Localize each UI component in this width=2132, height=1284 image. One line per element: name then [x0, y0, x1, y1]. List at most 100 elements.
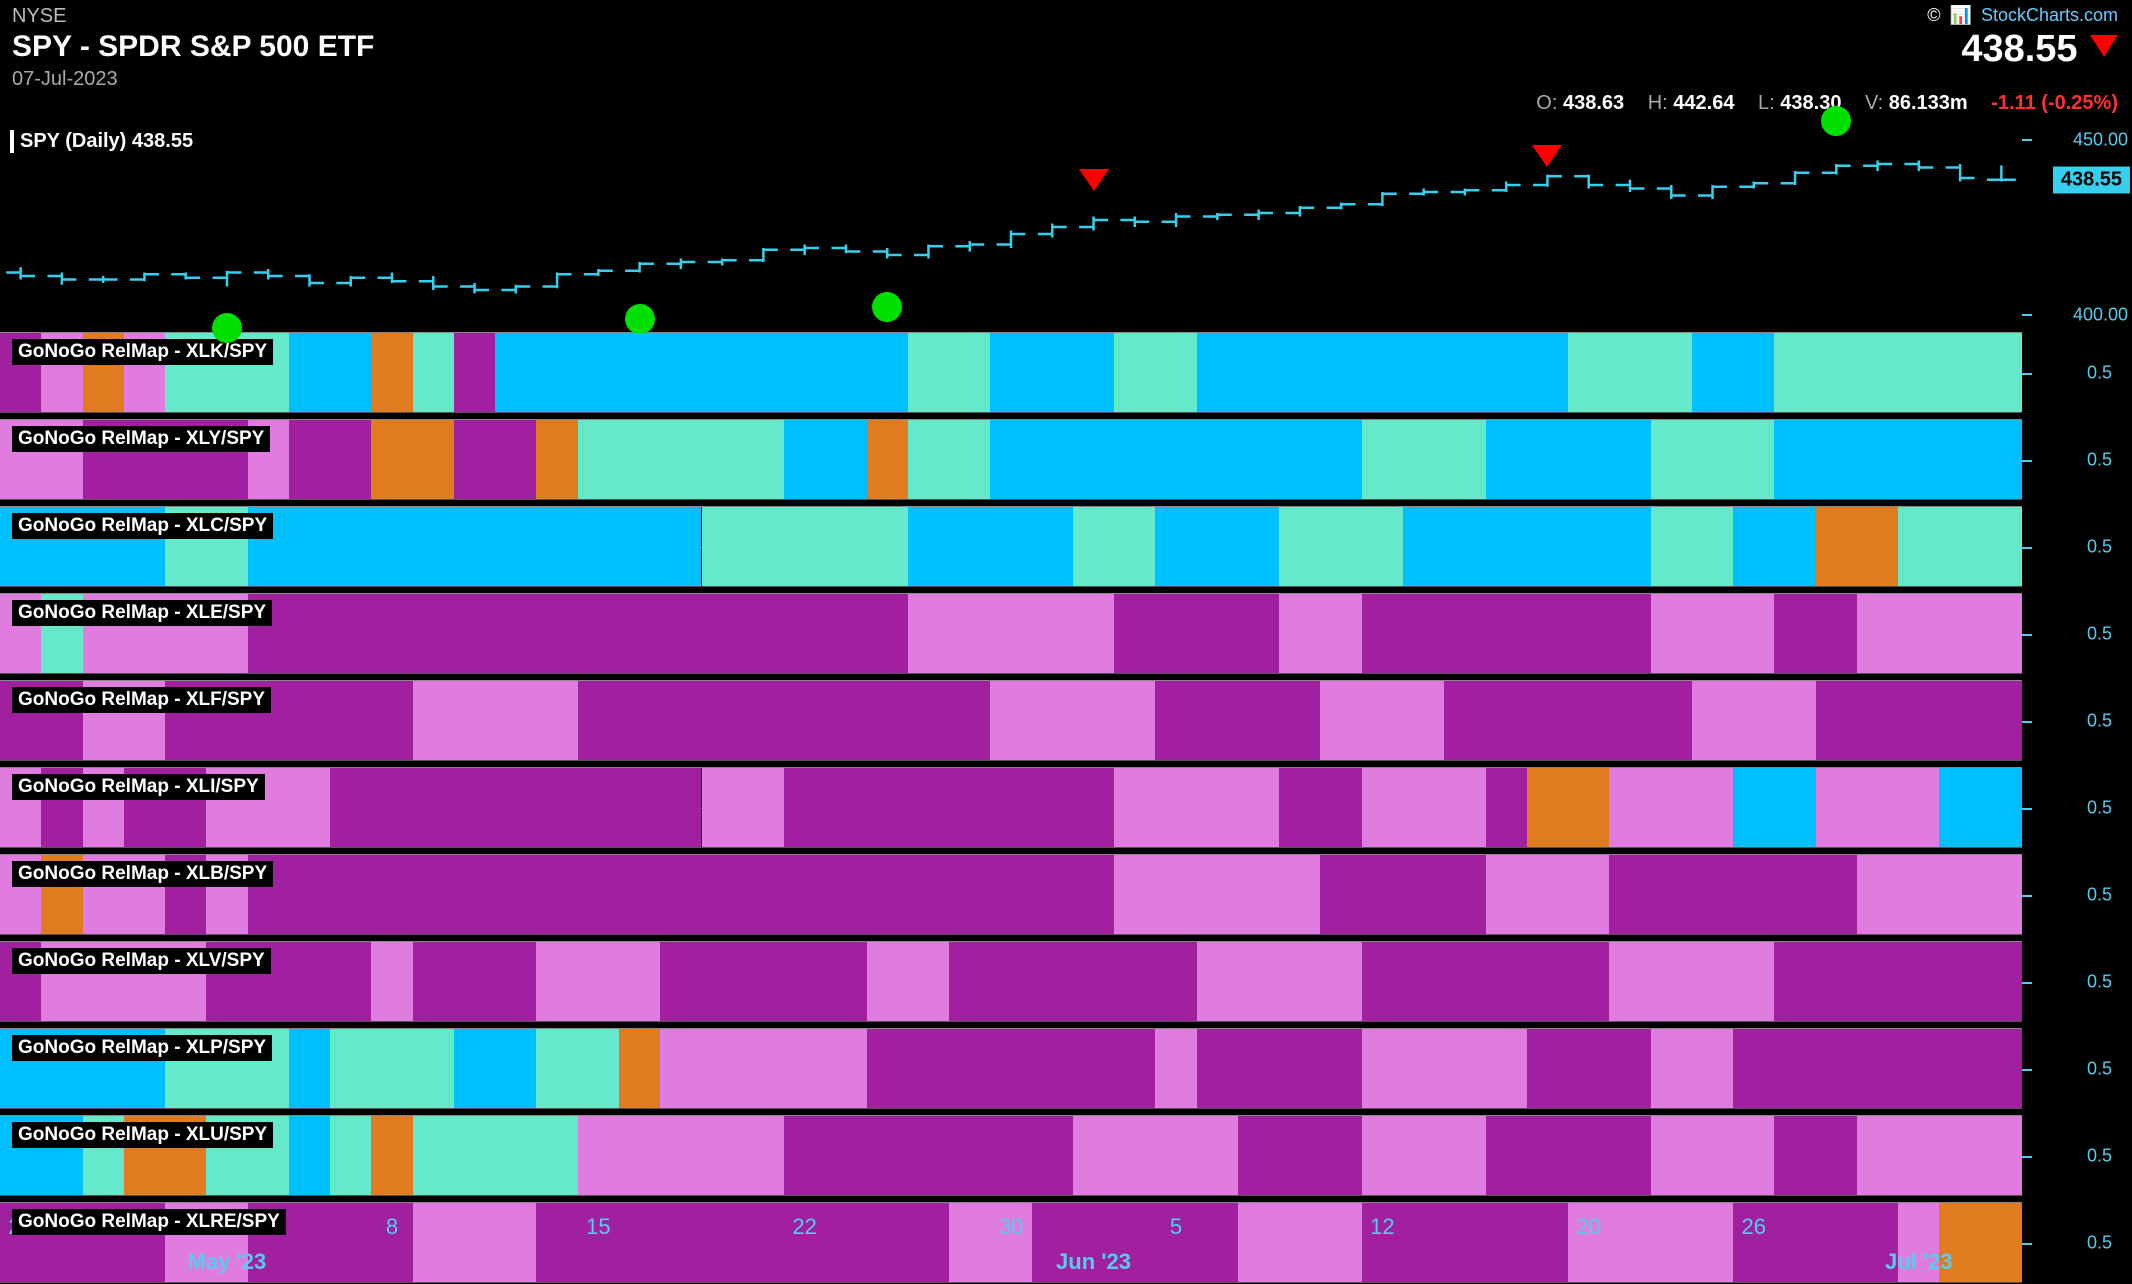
- relmap-label: GoNoGo RelMap - XLP/SPY: [12, 1035, 272, 1061]
- relmap-segment: [949, 942, 1197, 1021]
- relmap-segment: [1692, 681, 1816, 760]
- x-tick-label: 8: [386, 1214, 398, 1240]
- relmap-segment: [1774, 420, 2022, 499]
- x-tick-label: 30: [999, 1214, 1023, 1240]
- relmap-segment: [248, 507, 702, 586]
- relmap-segment: [578, 681, 991, 760]
- relmap-segment: [1857, 1116, 2022, 1195]
- current-price-tag: 438.55: [2053, 166, 2130, 193]
- relmap-segment: [248, 855, 1115, 934]
- relmap-segment: [413, 681, 578, 760]
- relmap-label: GoNoGo RelMap - XLV/SPY: [12, 948, 271, 974]
- relmap-segment: [1609, 855, 1857, 934]
- relmap-segment: [1568, 333, 1692, 412]
- relmap-pane: GoNoGo RelMap - XLV/SPY0.5: [0, 941, 2022, 1022]
- relmap-segment: [289, 420, 372, 499]
- relmap-segment: [784, 420, 867, 499]
- relmap-segment: [867, 420, 908, 499]
- relmap-segment: [1733, 1029, 2022, 1108]
- relmap-segment: [1486, 768, 1527, 847]
- relmap-segment: [1362, 1116, 1486, 1195]
- relmap-segment: [1486, 420, 1651, 499]
- relmap-segment: [1155, 681, 1320, 760]
- relmap-segment: [289, 333, 372, 412]
- relmap-segment: [371, 333, 412, 412]
- relmap-segment: [1403, 507, 1651, 586]
- relmap-segment: [1114, 855, 1320, 934]
- relmap-segment: [660, 1029, 866, 1108]
- relmap-segment: [330, 768, 701, 847]
- chart-plot-area: SPY (Daily) 438.55400.00450.00438.55GoNo…: [0, 0, 2022, 1204]
- relmap-pane: GoNoGo RelMap - XLP/SPY0.5: [0, 1028, 2022, 1109]
- relmap-segment: [619, 1029, 660, 1108]
- relmap-label: GoNoGo RelMap - XLU/SPY: [12, 1122, 273, 1148]
- relmap-ylabel: 0.5: [2087, 449, 2112, 470]
- relmap-label: GoNoGo RelMap - XLK/SPY: [12, 339, 273, 365]
- relmap-segment: [1114, 768, 1279, 847]
- x-tick-label: 5: [1170, 1214, 1182, 1240]
- relmap-segment: [1651, 1029, 1734, 1108]
- relmap-segment: [1774, 942, 2022, 1021]
- relmap-segment: [1279, 768, 1362, 847]
- relmap-segment: [784, 768, 1114, 847]
- relmap-segment: [1155, 1029, 1196, 1108]
- relmap-ylabel: 0.5: [2087, 1232, 2112, 1253]
- relmap-label: GoNoGo RelMap - XLRE/SPY: [12, 1209, 286, 1235]
- relmap-segment: [908, 507, 1073, 586]
- relmap-segment: [1898, 507, 2022, 586]
- relmap-pane: GoNoGo RelMap - XLE/SPY0.5: [0, 593, 2022, 674]
- nogo-signal-icon: [1532, 145, 1562, 167]
- price-change-pct: (-0.25%): [2041, 92, 2118, 114]
- relmap-pane: GoNoGo RelMap - XLU/SPY0.5: [0, 1115, 2022, 1196]
- relmap-label: GoNoGo RelMap - XLI/SPY: [12, 774, 265, 800]
- relmap-segment: [1651, 1116, 1775, 1195]
- relmap-ylabel: 0.5: [2087, 797, 2112, 818]
- relmap-segment: [1362, 420, 1486, 499]
- relmap-segment: [1320, 855, 1485, 934]
- relmap-segment: [289, 1029, 330, 1108]
- relmap-segment: [578, 420, 784, 499]
- y-tick-label: 400.00: [2073, 304, 2128, 325]
- relmap-segment: [413, 942, 537, 1021]
- relmap-segment: [1692, 333, 1775, 412]
- relmap-segment: [908, 420, 991, 499]
- relmap-segment: [1073, 507, 1156, 586]
- relmap-segment: [990, 681, 1155, 760]
- relmap-segment: [1527, 768, 1610, 847]
- relmap-segment: [248, 594, 908, 673]
- relmap-segment: [1651, 507, 1734, 586]
- relmap-segment: [1527, 1029, 1651, 1108]
- relmap-label: GoNoGo RelMap - XLY/SPY: [12, 426, 270, 452]
- stock-chart: NYSE SPY - SPDR S&P 500 ETF 07-Jul-2023 …: [0, 0, 2132, 1284]
- relmap-segment: [1155, 507, 1279, 586]
- nogo-signal-icon: [1079, 169, 1109, 191]
- x-month-label: May '23: [188, 1249, 267, 1275]
- go-signal-icon: [872, 292, 902, 322]
- price-pane: SPY (Daily) 438.55400.00450.00438.55: [0, 122, 2022, 332]
- relmap-segment: [330, 1116, 371, 1195]
- relmap-ylabel: 0.5: [2087, 1058, 2112, 1079]
- relmap-ylabel: 0.5: [2087, 1145, 2112, 1166]
- relmap-segment: [867, 942, 950, 1021]
- relmap-segment: [1733, 768, 1816, 847]
- relmap-ylabel: 0.5: [2087, 710, 2112, 731]
- price-down-arrow-icon: [2090, 35, 2118, 57]
- y-tick-label: 450.00: [2073, 129, 2128, 150]
- relmap-segment: [1238, 1116, 1362, 1195]
- relmap-segment: [1362, 1029, 1527, 1108]
- relmap-label: GoNoGo RelMap - XLC/SPY: [12, 513, 273, 539]
- relmap-pane: GoNoGo RelMap - XLY/SPY0.5: [0, 419, 2022, 500]
- relmap-segment: [702, 768, 785, 847]
- relmap-label: GoNoGo RelMap - XLE/SPY: [12, 600, 272, 626]
- relmap-segment: [1609, 768, 1733, 847]
- relmap-pane: GoNoGo RelMap - XLK/SPY0.5: [0, 332, 2022, 413]
- relmap-segment: [1197, 333, 1568, 412]
- relmap-segment: [578, 1116, 784, 1195]
- go-signal-icon: [212, 313, 242, 343]
- relmap-segment: [1857, 594, 2022, 673]
- relmap-segment: [1774, 333, 2022, 412]
- relmap-segment: [371, 1116, 412, 1195]
- relmap-segment: [908, 333, 991, 412]
- relmap-pane: GoNoGo RelMap - XLC/SPY0.5: [0, 506, 2022, 587]
- relmap-segment: [990, 333, 1114, 412]
